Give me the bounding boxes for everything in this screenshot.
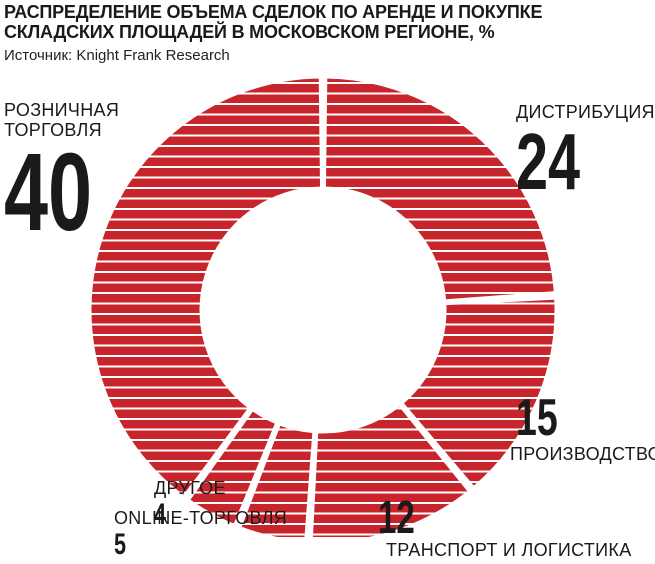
donut-slices: [88, 75, 558, 537]
label-other-name: ДРУГОЕ: [154, 478, 226, 498]
label-retail: РОЗНИЧНАЯ ТОРГОВЛЯ 40: [4, 100, 126, 248]
slice-distribution: [322, 75, 557, 303]
slice-other: [186, 407, 279, 528]
value-transport: 12: [378, 491, 415, 543]
label-distribution-name: ДИСТРИБУЦИЯ: [516, 102, 655, 122]
slice-retail: [88, 75, 324, 499]
label-retail-line-2: ТОРГОВЛЯ: [4, 120, 102, 140]
title-line-2: СКЛАДСКИХ ПЛОЩАДЕЙ В МОСКОВСКОМ РЕГИОНЕ,…: [4, 22, 495, 42]
label-transport: 12 ТРАНСПОРТ И ЛОГИСТИКА: [378, 494, 632, 564]
title-line-1: РАСПРЕДЕЛЕНИЕ ОБЪЕМА СДЕЛОК ПО АРЕНДЕ И …: [4, 2, 543, 22]
slice-production: [399, 296, 558, 490]
value-distribution: 24: [516, 117, 581, 206]
value-retail: 40: [4, 131, 93, 254]
label-online-name: ONLINE-ТОРГОВЛЯ: [114, 508, 288, 528]
label-other: ДРУГОЕ 4: [154, 478, 226, 530]
value-other: 4: [154, 498, 167, 531]
value-production: 15: [516, 389, 558, 447]
slice-online: [237, 422, 316, 537]
slice-transport: [309, 402, 472, 537]
label-distribution: ДИСТРИБУЦИЯ 24: [516, 102, 655, 202]
label-production: 15 ПРОИЗВОДСТВО: [510, 392, 655, 464]
value-online: 5: [114, 528, 127, 561]
donut-chart: [88, 75, 558, 537]
label-transport-name: ТРАНСПОРТ И ЛОГИСТИКА: [386, 540, 632, 560]
source-note: Источник: Knight Frank Research: [4, 47, 230, 64]
label-retail-line-1: РОЗНИЧНАЯ: [4, 100, 120, 120]
label-production-name: ПРОИЗВОДСТВО: [510, 444, 655, 464]
chart-title: РАСПРЕДЕЛЕНИЕ ОБЪЕМА СДЕЛОК ПО АРЕНДЕ И …: [4, 2, 644, 42]
